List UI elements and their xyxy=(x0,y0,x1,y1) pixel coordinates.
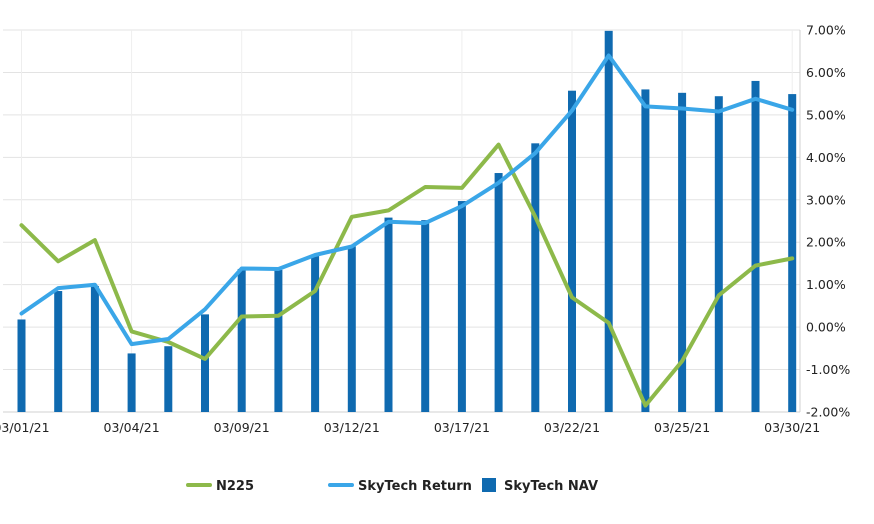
nav-bar xyxy=(127,353,136,412)
nav-bar xyxy=(237,268,246,412)
x-tick-label: 03/04/21 xyxy=(104,420,160,435)
skytech-nav-legend-swatch xyxy=(482,478,496,492)
y-tick-label: 5.00% xyxy=(806,107,846,122)
return-lines xyxy=(19,53,795,408)
nav-bar xyxy=(201,314,209,412)
nav-bar xyxy=(788,94,797,412)
y-tick-label: 4.00% xyxy=(806,150,846,165)
nav-bars xyxy=(17,30,797,413)
nav-bar xyxy=(751,80,760,412)
nav-bar xyxy=(17,319,26,412)
y-tick-label: 3.00% xyxy=(806,192,846,207)
x-axis: 03/01/21 03/04/21 03/09/21 03/12/21 03/17/21… xyxy=(0,420,820,435)
legend-label: SkyTech Return xyxy=(358,479,472,494)
nav-bar xyxy=(568,90,576,412)
nav-bar xyxy=(347,246,356,412)
nav-bar xyxy=(421,220,430,412)
x-tick-label: 03/25/21 xyxy=(654,420,710,435)
x-tick-label: 03/22/21 xyxy=(544,420,600,435)
legend-item: SkyTech NAV xyxy=(482,478,598,494)
x-tick-label: 03/30/21 xyxy=(764,420,820,435)
legend-item: N225 xyxy=(186,479,254,494)
nav-bar xyxy=(164,346,173,412)
x-tick-label: 03/09/21 xyxy=(214,420,270,435)
nav-bar xyxy=(457,201,466,412)
nav-bar xyxy=(604,30,613,413)
n225-line xyxy=(19,142,795,408)
x-tick-label: 03/17/21 xyxy=(434,420,490,435)
nav-bar xyxy=(54,291,63,412)
nav-bar xyxy=(384,217,393,412)
nav-bar xyxy=(678,92,687,412)
nav-bar xyxy=(714,96,723,413)
x-tick-label: 03/01/21 xyxy=(0,420,50,435)
y-tick-label: 6.00% xyxy=(806,65,846,80)
y-tick-label: -2.00% xyxy=(806,405,850,420)
y-tick-label: 2.00% xyxy=(806,235,846,250)
nav-bar xyxy=(274,269,283,412)
y-tick-label: 7.00% xyxy=(806,23,846,38)
legend: N225 SkyTech Return SkyTech NAV xyxy=(186,478,598,494)
nav-bar xyxy=(311,254,320,412)
x-tick-label: 03/12/21 xyxy=(324,420,380,435)
skytech-return-line xyxy=(19,53,795,347)
nav-bar xyxy=(90,285,99,412)
legend-item: SkyTech Return xyxy=(328,479,472,494)
y-axis: -2.00% -1.00% 0.00% 1.00% 2.00% 3.00% 4.00% 5.0… xyxy=(806,23,850,420)
y-tick-label: 1.00% xyxy=(806,277,846,292)
nav-bar xyxy=(494,173,503,412)
legend-label: N225 xyxy=(216,479,254,494)
y-tick-label: 0.00% xyxy=(806,320,846,335)
y-tick-label: -1.00% xyxy=(806,362,850,377)
nav-bar xyxy=(641,89,650,412)
nav-bar xyxy=(531,143,540,412)
legend-label: SkyTech NAV xyxy=(504,479,598,494)
